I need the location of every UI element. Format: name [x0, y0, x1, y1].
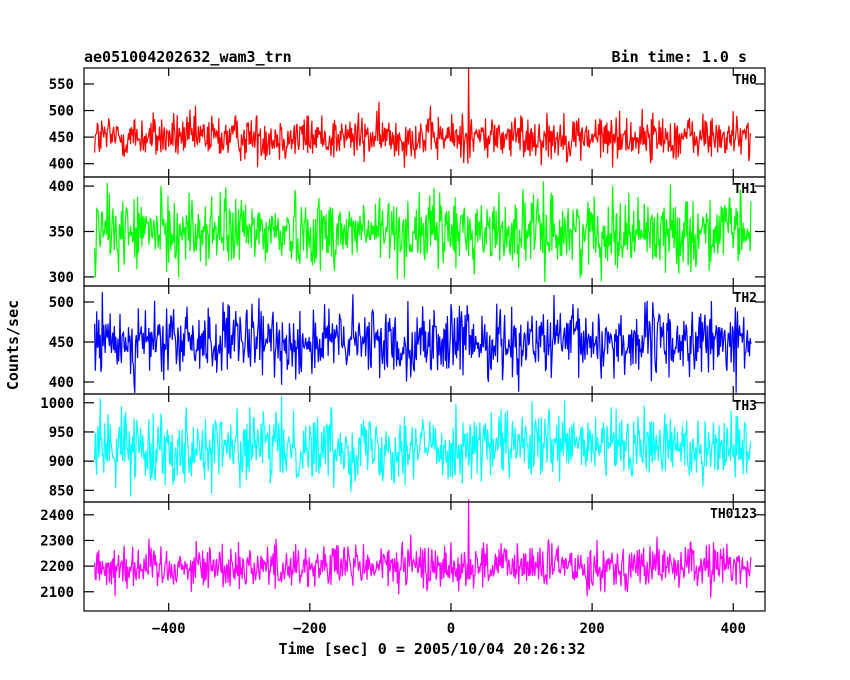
series-line-th3 [94, 396, 752, 497]
y-tick-label: 900 [49, 454, 74, 470]
x-axis: −400 −200 0 200 400 [152, 621, 746, 637]
y-tick-label: 450 [49, 335, 74, 351]
y-tick-label: 850 [49, 483, 74, 499]
bin-time-label: Bin time: 1.0 s [612, 48, 747, 66]
panel-label-th1: TH1 [734, 182, 758, 197]
panel-th3: 850 900 950 1000 TH3 [40, 393, 766, 503]
x-tick-label: −400 [152, 621, 186, 637]
panel-group: 400 450 500 550 TH0 300 350 400 TH1 400 450 500 TH2 8… [40, 67, 766, 612]
series-line-th0 [94, 67, 752, 168]
x-tick-label: 0 [447, 621, 455, 637]
x-tick-label: 400 [721, 621, 746, 637]
panel-label-th3: TH3 [734, 399, 757, 414]
y-tick-label: 500 [49, 295, 74, 311]
y-tick-label: 1000 [40, 396, 74, 412]
y-tick-label: 300 [49, 270, 74, 286]
panel-th1: 300 350 400 TH1 [49, 176, 766, 287]
panel-label-th0: TH0 [734, 73, 758, 88]
panel-frame [83, 501, 766, 612]
series-line-th0123 [94, 499, 752, 598]
y-tick-label: 400 [49, 375, 74, 391]
x-axis-label: Time [sec] 0 = 2005/10/04 20:26:32 [278, 640, 585, 658]
x-tick-label: 200 [579, 621, 604, 637]
y-tick-label: 400 [49, 157, 74, 173]
series-line-th2 [94, 292, 752, 393]
y-tick-label: 2300 [40, 533, 74, 549]
panel-label-th0123: TH0123 [710, 507, 757, 522]
panel-th2: 400 450 500 TH2 [49, 285, 766, 395]
x-tick-label: −200 [293, 621, 327, 637]
series-line-th1 [94, 181, 752, 283]
y-tick-label: 2400 [40, 508, 74, 524]
panel-th0: 400 450 500 550 TH0 [49, 67, 766, 178]
y-tick-label: 500 [49, 104, 74, 120]
y-tick-label: 2200 [40, 559, 74, 575]
y-tick-label: 2100 [40, 585, 74, 601]
y-tick-label: 550 [49, 77, 74, 93]
y-tick-label: 400 [49, 179, 74, 195]
y-tick-label: 350 [49, 225, 74, 241]
chart-title: ae051004202632_wam3_trn [84, 48, 292, 66]
y-tick-label: 950 [49, 425, 74, 441]
y-tick-label: 450 [49, 130, 74, 146]
y-axis-label: Counts/sec [4, 300, 22, 390]
panel-label-th2: TH2 [734, 291, 757, 306]
panel-th0123: 2100 2200 2300 2400 TH0123 [40, 499, 766, 612]
